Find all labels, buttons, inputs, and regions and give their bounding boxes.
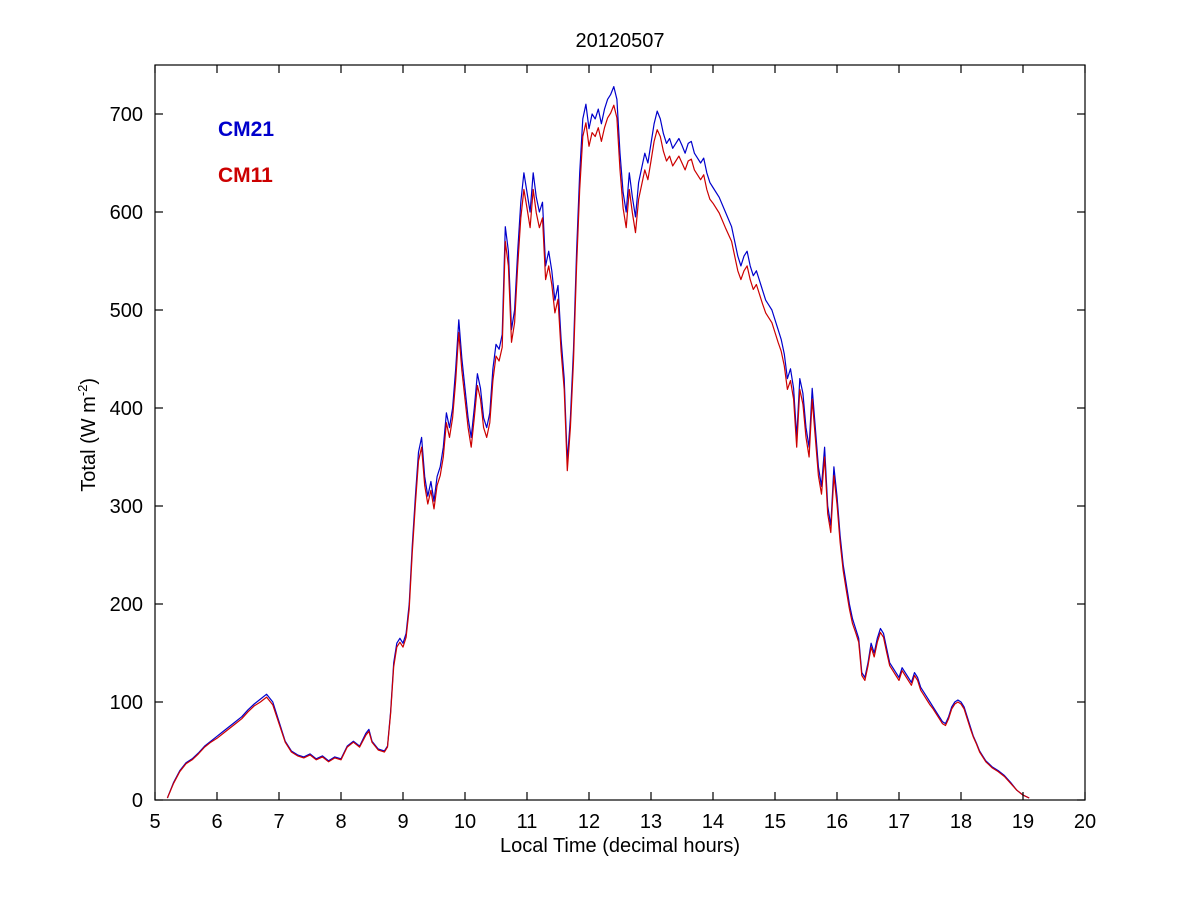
x-tick-label: 17 xyxy=(888,811,910,833)
series-line-cm21 xyxy=(166,85,1030,799)
legend-cm11-label: CM11 xyxy=(218,164,273,187)
y-tick-label: 0 xyxy=(132,790,143,812)
x-tick-label: 6 xyxy=(211,811,222,833)
y-axis-label-prefix: Total (W m xyxy=(77,396,100,492)
x-tick-label: 9 xyxy=(397,811,408,833)
x-tick-label: 11 xyxy=(517,811,538,833)
chart-title: 20120507 xyxy=(575,30,665,52)
y-axis-label-suffix: ) xyxy=(77,377,100,385)
y-tick-label: 600 xyxy=(110,202,143,224)
x-tick-label: 14 xyxy=(702,811,724,833)
x-axis-label: Local Time (decimal hours) xyxy=(499,835,741,857)
x-tick-label: 16 xyxy=(826,811,848,833)
legend-cm21-label: CM21 xyxy=(218,118,275,141)
x-tick-label: 15 xyxy=(764,811,786,833)
x-tick-label: 12 xyxy=(578,811,600,833)
x-tick-label: 8 xyxy=(335,811,346,833)
x-tick-label: 7 xyxy=(273,811,284,833)
series-line-cm11 xyxy=(166,104,1030,799)
y-tick-label: 100 xyxy=(110,692,143,714)
x-tick-label: 20 xyxy=(1074,811,1096,833)
y-axis-label: Total (W m-2) xyxy=(75,285,101,585)
y-tick-label: 700 xyxy=(110,104,143,126)
y-tick-label: 500 xyxy=(110,300,143,322)
y-tick-label: 200 xyxy=(110,594,143,616)
plot-box xyxy=(154,64,1086,801)
y-tick-label: 400 xyxy=(110,398,143,420)
x-tick-label: 5 xyxy=(149,811,160,833)
y-tick-label: 300 xyxy=(110,496,143,518)
x-tick-label: 10 xyxy=(454,811,476,833)
x-tick-label: 13 xyxy=(640,811,662,833)
x-tick-label: 18 xyxy=(950,811,972,833)
x-tick-label: 19 xyxy=(1012,811,1034,833)
y-axis-label-superscript: -2 xyxy=(75,384,91,397)
